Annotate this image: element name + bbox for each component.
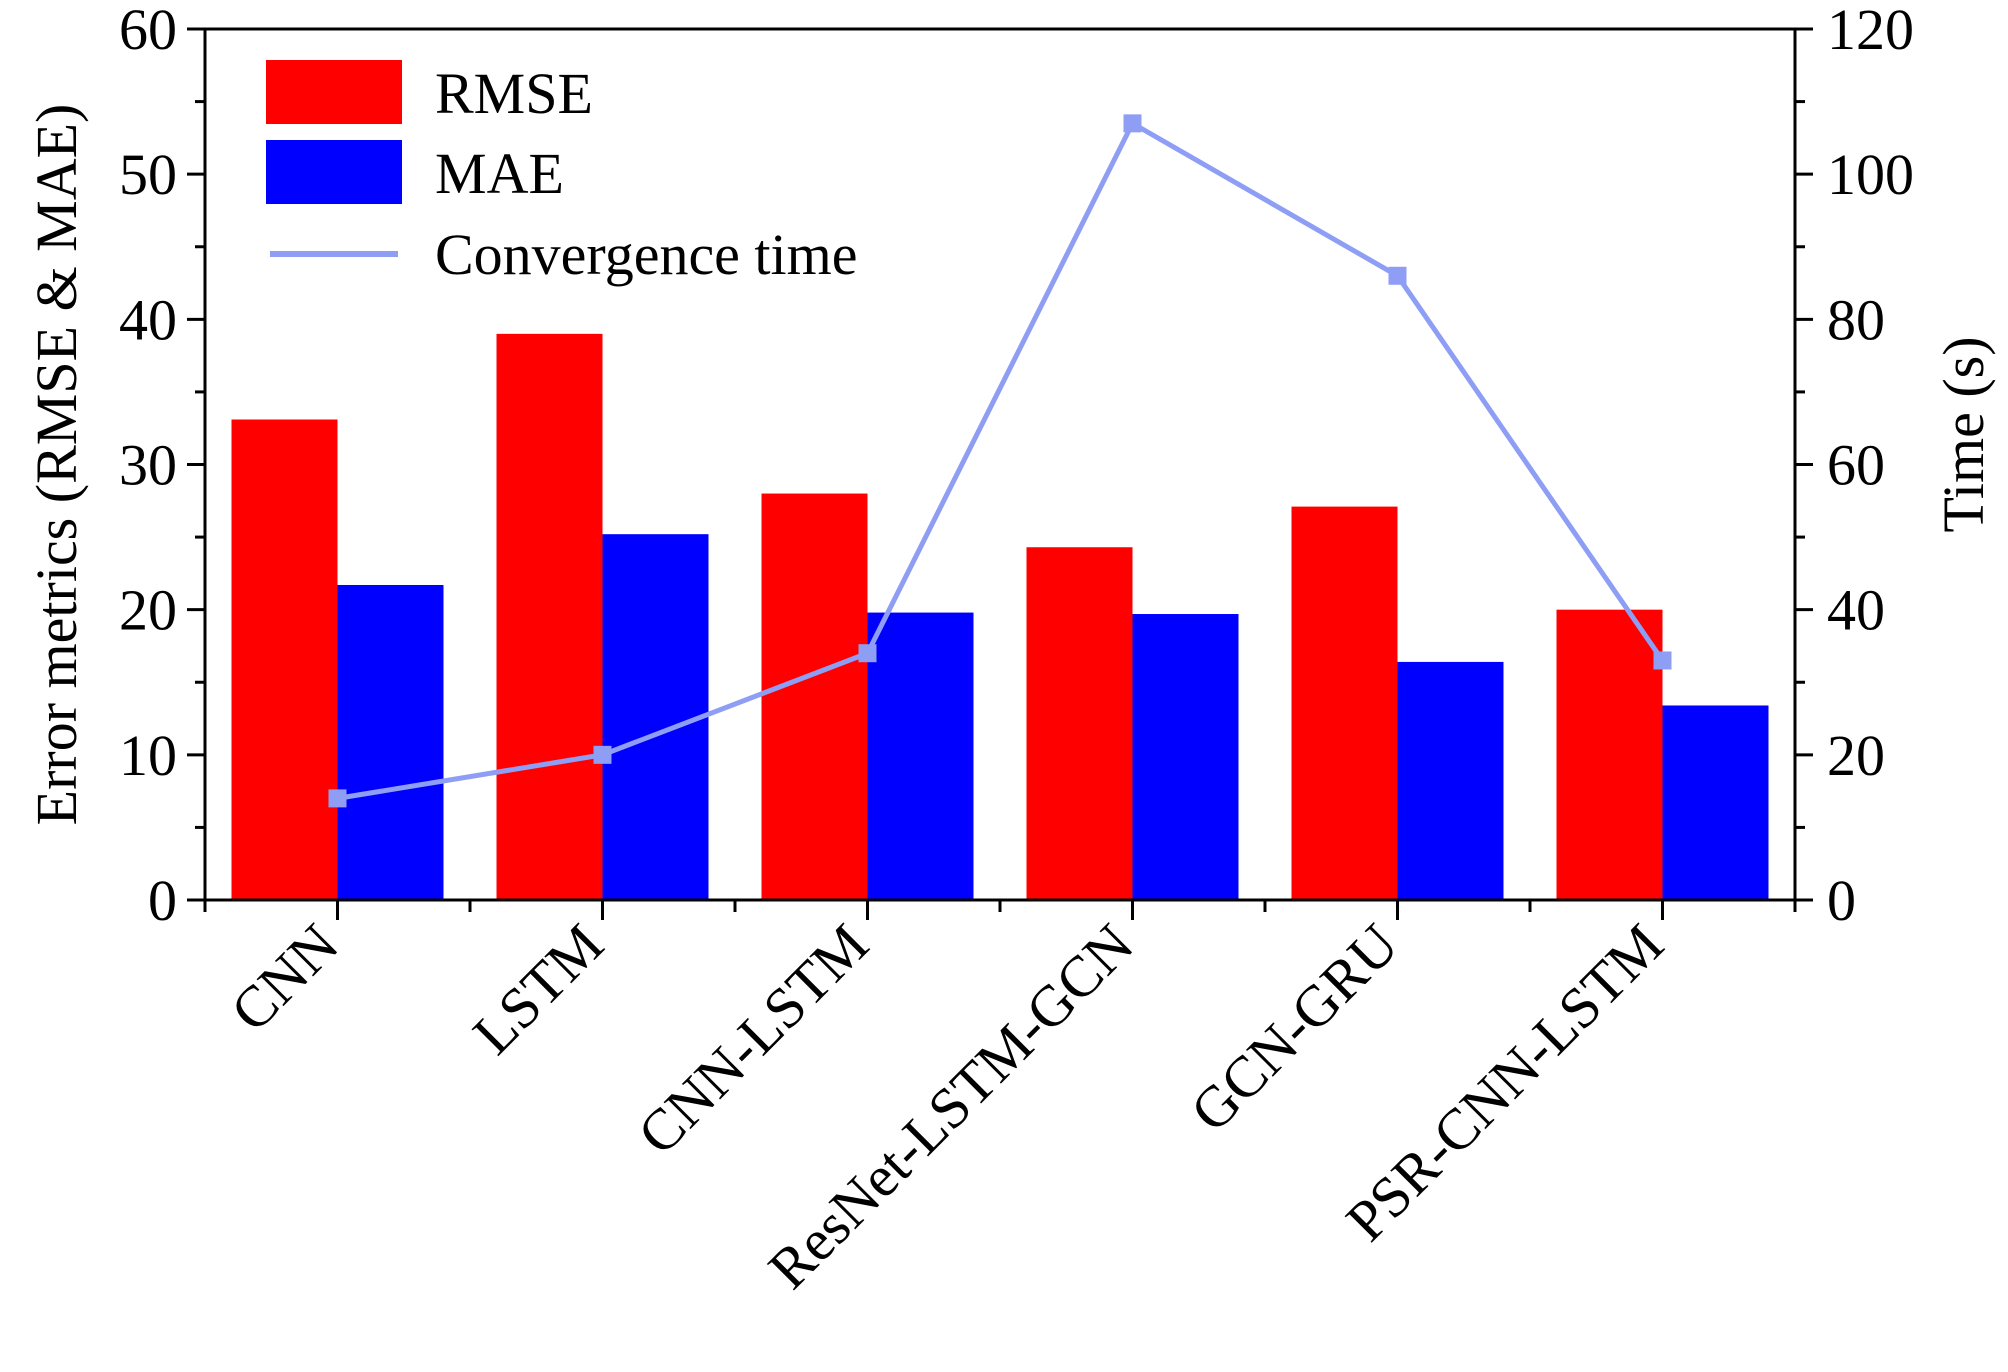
bars-layer bbox=[231, 333, 1769, 901]
y2-tick-label: 80 bbox=[1827, 287, 1885, 352]
legend-label-rmse: RMSE bbox=[435, 61, 593, 126]
convergence-time-point-psr-cnn-lstm bbox=[1653, 651, 1672, 670]
bar-rmse-cnn bbox=[231, 419, 338, 900]
convergence-time-point-gcn-gru bbox=[1388, 266, 1407, 285]
bar-rmse-psr-cnn-lstm bbox=[1556, 609, 1663, 900]
bar-rmse-cnn-lstm bbox=[761, 493, 868, 900]
y2-tick-label: 100 bbox=[1827, 142, 1914, 207]
x-tick-label: CNN-LSTM bbox=[625, 911, 881, 1167]
y-tick-label: 40 bbox=[119, 287, 177, 352]
y2-tick-label: 20 bbox=[1827, 723, 1885, 788]
legend-label-mae: MAE bbox=[435, 141, 564, 206]
y-axis-label: Error metrics (RMSE & MAE) bbox=[24, 104, 89, 826]
bar-mae-cnn-lstm bbox=[867, 612, 974, 900]
convergence-time-point-cnn-lstm bbox=[858, 644, 877, 663]
bar-rmse-gcn-gru bbox=[1291, 506, 1398, 900]
y-tick-label: 50 bbox=[119, 142, 177, 207]
y2-tick-label: 0 bbox=[1827, 868, 1856, 933]
bar-mae-lstm bbox=[602, 534, 709, 900]
y-tick-label: 0 bbox=[148, 868, 177, 933]
y2-tick-label: 60 bbox=[1827, 433, 1885, 498]
convergence-time-point-resnet-lstm-gcn bbox=[1123, 114, 1142, 133]
bar-mae-cnn bbox=[337, 584, 444, 900]
legend-label-convergence-time: Convergence time bbox=[435, 222, 858, 287]
bar-mae-psr-cnn-lstm bbox=[1662, 705, 1769, 900]
convergence-time-point-lstm bbox=[593, 745, 612, 764]
convergence-time-line bbox=[337, 119, 1665, 801]
x-tick-label: LSTM bbox=[460, 911, 615, 1066]
y2-tick-label: 120 bbox=[1827, 0, 1914, 62]
y-tick-label: 30 bbox=[119, 433, 177, 498]
y-tick-label: 60 bbox=[119, 0, 177, 62]
bar-rmse-resnet-lstm-gcn bbox=[1026, 547, 1133, 900]
y2-axis-label: Time (s) bbox=[1931, 336, 1996, 532]
line-layer bbox=[328, 114, 1672, 808]
y-tick-label: 10 bbox=[119, 723, 177, 788]
x-tick-label: GCN-GRU bbox=[1178, 911, 1411, 1144]
bar-rmse-lstm bbox=[496, 333, 603, 901]
x-tick-label: CNN bbox=[218, 911, 351, 1044]
legend-swatch-rmse bbox=[266, 60, 402, 124]
y-tick-label: 20 bbox=[119, 578, 177, 643]
legend-swatch-mae bbox=[266, 140, 402, 204]
convergence-time-point-cnn bbox=[328, 789, 347, 808]
bar-mae-resnet-lstm-gcn bbox=[1132, 614, 1239, 900]
y2-tick-label: 40 bbox=[1827, 578, 1885, 643]
bar-mae-gcn-gru bbox=[1397, 661, 1504, 900]
legend: RMSE MAE Convergence time bbox=[266, 60, 858, 287]
